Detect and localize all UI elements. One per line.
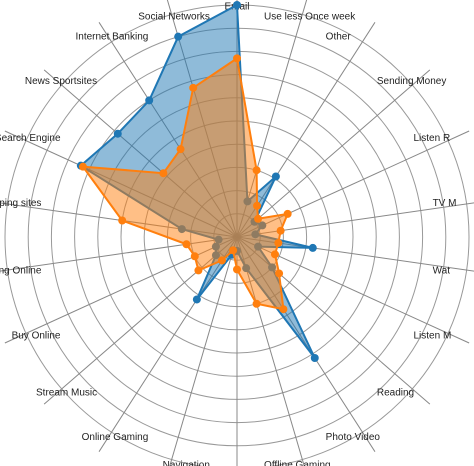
data-point (233, 1, 241, 9)
axis-label: Navigation (163, 460, 210, 466)
axis-label: Listen R (413, 133, 450, 144)
data-point (270, 250, 279, 259)
axis-label: Listen M (413, 331, 451, 342)
data-point (159, 169, 168, 178)
data-point (253, 201, 262, 210)
axis-label: News Sportsites (25, 76, 97, 87)
axis-label: Internet Banking (75, 31, 148, 42)
axis-label: Stream Music (36, 387, 97, 398)
axis-label: View Shopping sites (0, 198, 41, 209)
data-point (233, 265, 241, 274)
axis-label: Use less Once week (264, 11, 356, 22)
data-point (189, 83, 198, 92)
data-point (308, 243, 317, 252)
data-point (113, 129, 122, 138)
data-point (310, 354, 319, 363)
axis-label: Online Gaming (82, 432, 149, 443)
data-point (194, 266, 203, 275)
data-point (283, 209, 292, 218)
data-point (274, 238, 283, 247)
data-point (254, 214, 263, 223)
axis-label: Photo Video (326, 432, 381, 443)
data-point (190, 252, 199, 261)
axis-label: Search Engine (0, 133, 61, 144)
data-point (174, 32, 183, 41)
data-point (275, 269, 284, 278)
data-point (276, 226, 285, 235)
axis-label: Buy Online (12, 331, 61, 342)
axis-spoke (236, 69, 431, 238)
data-point (271, 172, 280, 181)
data-point (279, 305, 288, 314)
data-point (233, 54, 241, 63)
data-point (229, 246, 238, 255)
data-point (145, 96, 154, 105)
data-point (182, 240, 191, 249)
axis-label: Reading (377, 387, 414, 398)
axis-label: Offline Gaming (264, 460, 331, 466)
data-point (252, 166, 261, 175)
data-point (118, 216, 127, 225)
axis-label: Social Networks (138, 11, 210, 22)
axis-label: Sending Money (377, 76, 447, 87)
data-point (78, 162, 87, 171)
axis-label: Other (326, 31, 352, 42)
data-point (217, 256, 226, 265)
axis-spoke (169, 236, 238, 466)
axis-label: TV M (433, 198, 457, 209)
data-point (192, 295, 201, 304)
axis-label: Paying Online (0, 266, 42, 277)
data-point (176, 145, 185, 154)
data-point (252, 299, 261, 308)
axis-label: Wat (433, 266, 451, 277)
